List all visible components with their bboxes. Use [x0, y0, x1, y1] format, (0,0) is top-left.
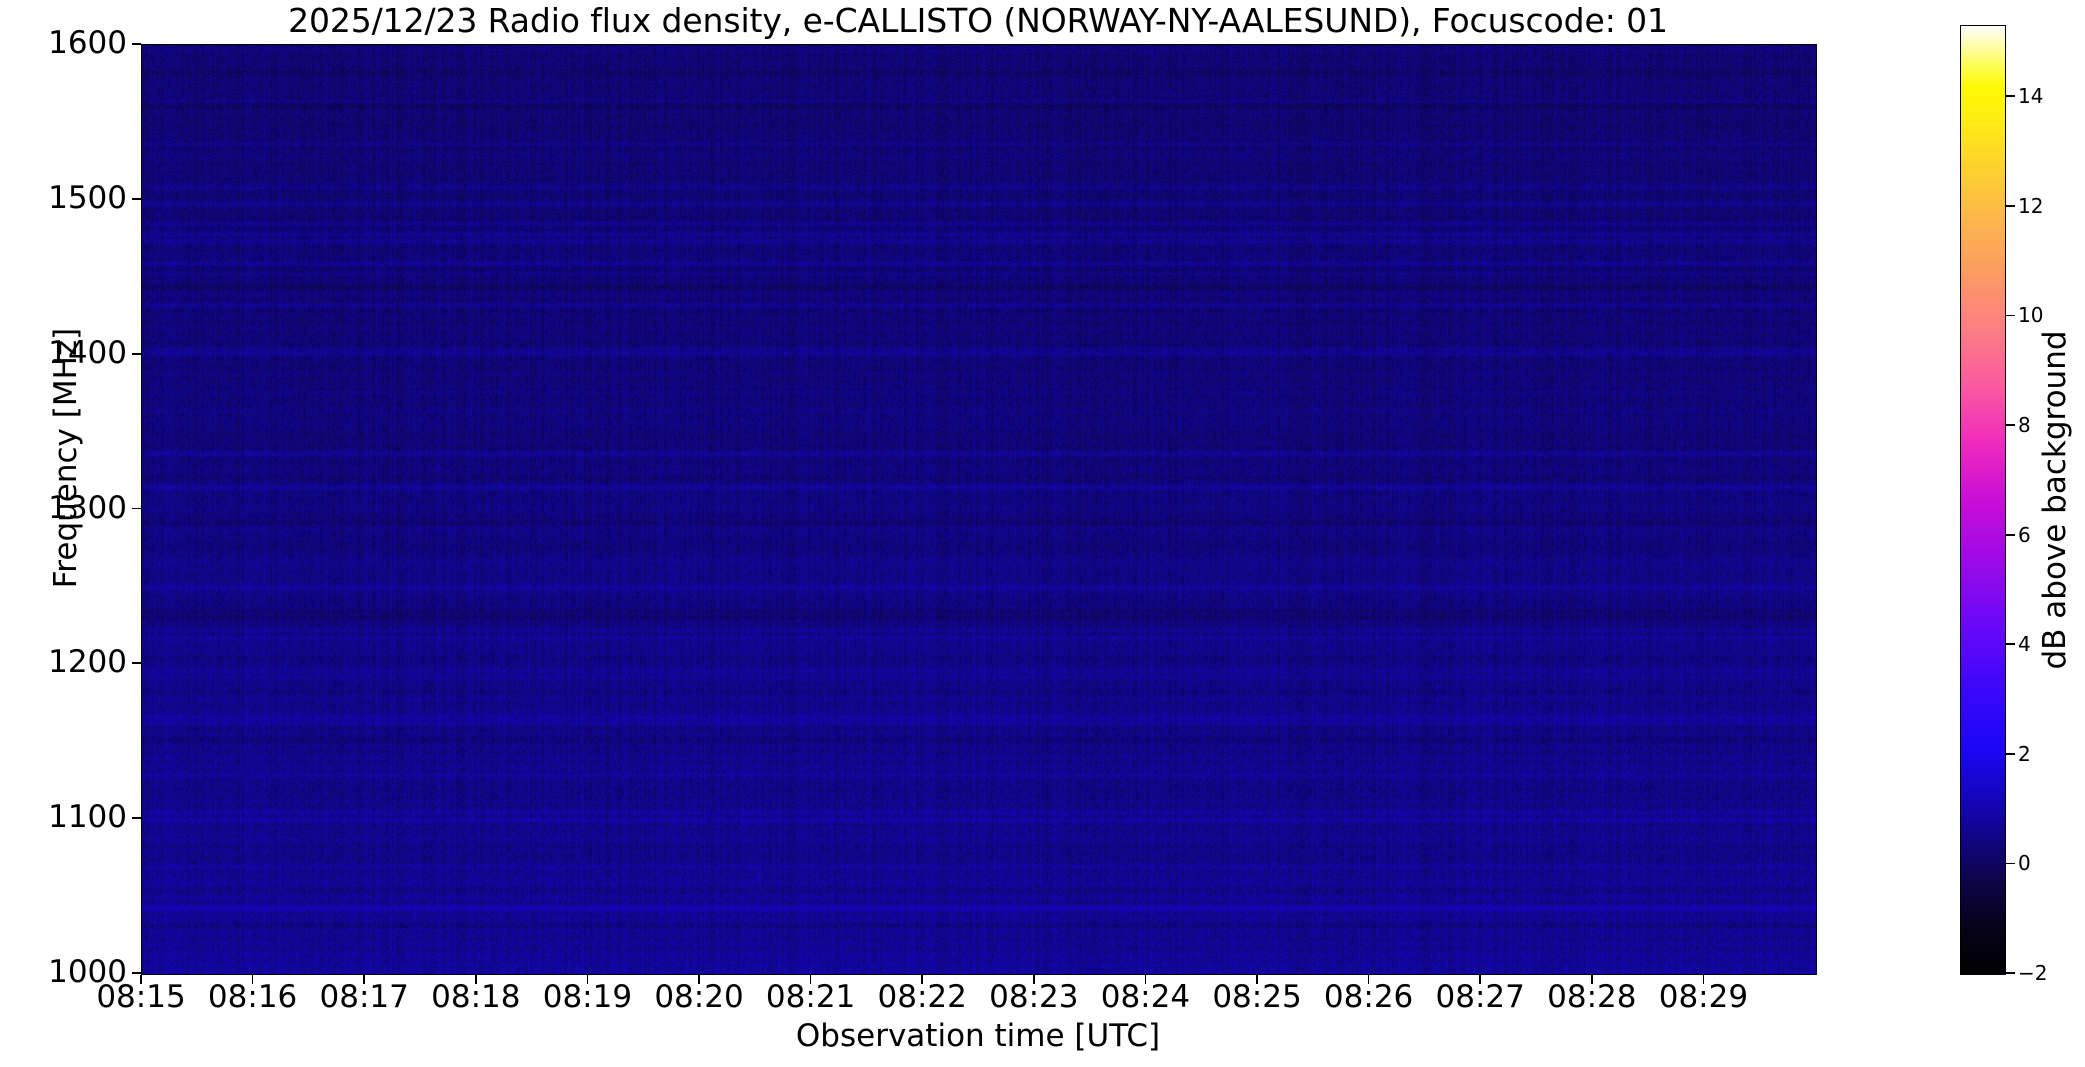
page-title: 2025/12/23 Radio flux density, e-CALLIST… — [288, 1, 1668, 40]
y-tick-label: 1400 — [48, 334, 127, 371]
colorbar-label: dB above background — [2037, 330, 2073, 670]
colorbar-tick-mark — [2006, 314, 2015, 317]
y-tick-label: 1300 — [48, 489, 127, 526]
x-tick-label: 08:21 — [765, 979, 856, 1015]
x-tick-label: 08:20 — [654, 979, 744, 1015]
x-tick-label: 08:22 — [877, 979, 967, 1015]
x-tick-label: 08:23 — [989, 979, 1079, 1015]
x-axis-label: Observation time [UTC] — [795, 1018, 1161, 1054]
colorbar-tick-mark — [2006, 862, 2015, 865]
colorbar-tick-label: 0 — [2018, 851, 2031, 876]
colorbar-tick-label: 10 — [2018, 303, 2044, 328]
colorbar-tick-mark — [2006, 752, 2015, 755]
x-tick-mark — [698, 975, 700, 984]
spectrogram-plot-area — [141, 44, 1817, 975]
y-tick-mark — [132, 197, 141, 200]
y-tick-label: 1600 — [48, 25, 127, 61]
colorbar-tick-mark — [2006, 204, 2015, 207]
x-tick-label: 08:29 — [1658, 979, 1749, 1015]
y-tick-label: 1200 — [48, 644, 127, 681]
y-tick-mark — [132, 662, 141, 665]
x-tick-label: 08:18 — [431, 979, 521, 1015]
x-tick-label: 08:27 — [1435, 979, 1525, 1015]
y-axis-label: Frequency [MHz] — [48, 327, 84, 589]
x-tick-label: 08:17 — [319, 979, 409, 1015]
colorbar-tick-label: 6 — [2018, 522, 2031, 547]
colorbar-tick-label: 14 — [2018, 84, 2044, 109]
x-tick-mark — [921, 975, 924, 984]
x-tick-mark — [809, 975, 812, 984]
y-tick-mark — [132, 43, 141, 45]
x-tick-mark — [251, 975, 254, 984]
x-tick-label: 08:19 — [542, 979, 633, 1015]
x-tick-mark — [1590, 975, 1593, 984]
x-tick-mark — [363, 975, 366, 984]
x-tick-mark — [474, 975, 477, 984]
colorbar-tick-label: 8 — [2018, 413, 2031, 438]
spectrogram-image — [142, 45, 1816, 974]
x-tick-mark — [1144, 975, 1147, 984]
x-tick-mark — [1702, 975, 1705, 984]
x-tick-label: 08:16 — [207, 979, 298, 1015]
y-tick-label: 1000 — [48, 954, 127, 990]
x-tick-mark — [586, 975, 589, 984]
colorbar-tick-mark — [2006, 95, 2015, 98]
x-tick-label: 08:26 — [1323, 979, 1414, 1015]
colorbar-gradient — [1960, 25, 2006, 975]
colorbar-tick-label: 12 — [2018, 193, 2044, 218]
x-tick-mark — [1032, 975, 1035, 984]
x-tick-mark — [1256, 975, 1258, 984]
x-tick-label: 08:24 — [1100, 979, 1191, 1015]
x-tick-label: 08:15 — [96, 979, 186, 1015]
colorbar-tick-mark — [2006, 424, 2015, 426]
y-tick-mark — [132, 817, 141, 820]
colorbar-tick-label: 4 — [2018, 632, 2031, 657]
y-tick-mark — [132, 507, 141, 510]
colorbar-tick-label: −2 — [2018, 961, 2048, 985]
x-tick-mark — [1367, 975, 1370, 984]
y-tick-label: 1500 — [48, 179, 127, 216]
x-tick-label: 08:25 — [1212, 979, 1302, 1015]
y-tick-label: 1100 — [48, 799, 127, 836]
x-tick-label: 08:28 — [1547, 979, 1637, 1015]
colorbar-tick-mark — [2006, 972, 2015, 974]
y-tick-mark — [132, 972, 141, 974]
y-tick-mark — [132, 352, 141, 355]
colorbar-tick-mark — [2006, 533, 2015, 536]
colorbar-tick-mark — [2006, 643, 2015, 646]
x-tick-mark — [1479, 975, 1482, 984]
colorbar-tick-label: 2 — [2018, 741, 2031, 766]
x-tick-mark — [140, 975, 142, 984]
